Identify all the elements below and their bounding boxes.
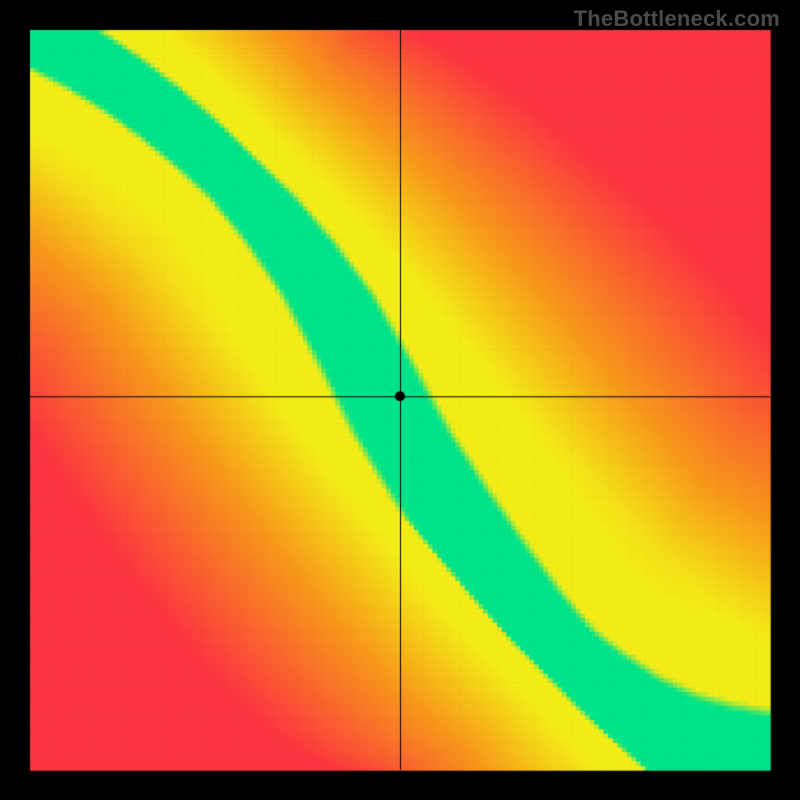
watermark-text: TheBottleneck.com bbox=[574, 6, 780, 32]
bottleneck-heatmap bbox=[0, 0, 800, 800]
